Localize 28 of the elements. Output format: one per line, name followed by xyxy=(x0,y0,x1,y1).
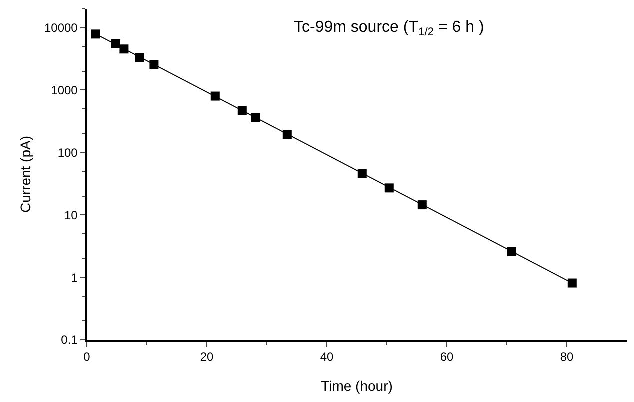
y-tick-label: 10000 xyxy=(44,21,78,35)
y-tick-label: 1 xyxy=(71,270,78,285)
x-tick-label: 0 xyxy=(84,350,91,364)
annotation: Tc-99m source (T$_{1/2}$ = 6 h ) xyxy=(294,19,484,38)
x-tick-label: 60 xyxy=(440,350,454,364)
point xyxy=(92,30,100,39)
y-tick-label: 1000 xyxy=(51,83,78,98)
point xyxy=(418,200,427,210)
x-tick-label: 20 xyxy=(200,350,214,364)
point xyxy=(358,169,367,178)
point xyxy=(111,40,120,49)
x-axis-title: Time (hour) xyxy=(321,378,393,394)
y-tick-label: 10 xyxy=(64,208,78,222)
point xyxy=(507,247,516,256)
point xyxy=(238,106,247,116)
x-tick-label: 40 xyxy=(320,350,334,364)
point xyxy=(120,44,129,54)
y-axis-title: Current (pA) xyxy=(18,136,34,214)
point xyxy=(210,92,220,101)
y-tick-label: 100 xyxy=(58,146,78,160)
point xyxy=(150,60,159,70)
point xyxy=(568,278,577,288)
y-tick-label: 0.1 xyxy=(61,333,78,348)
point xyxy=(282,130,292,140)
point xyxy=(384,184,394,193)
x-tick-label: 80 xyxy=(560,350,574,364)
point xyxy=(251,113,260,122)
point xyxy=(135,53,144,62)
